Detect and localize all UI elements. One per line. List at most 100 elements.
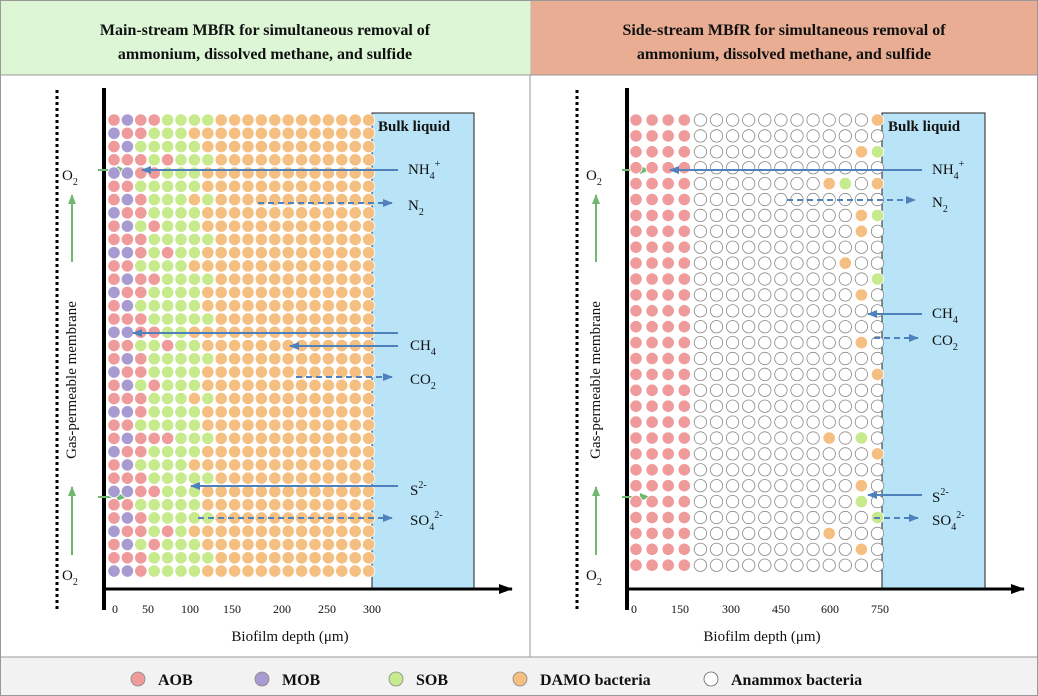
- aob-cell: [677, 208, 691, 222]
- damo-cell: [294, 232, 309, 246]
- damo-cell: [335, 431, 349, 445]
- anammox-cell: [806, 479, 820, 493]
- anammox-cell: [806, 526, 820, 541]
- damo-cell: [241, 365, 255, 379]
- anammox-cell: [758, 304, 772, 318]
- damo-cell: [241, 246, 255, 260]
- anammox-cell: [870, 558, 885, 572]
- damo-cell: [335, 405, 349, 419]
- anammox-cell: [709, 113, 724, 127]
- sob-cell: [187, 551, 201, 565]
- damo-cell: [321, 418, 335, 432]
- anammox-cell: [742, 288, 756, 302]
- aob-cell: [629, 129, 643, 143]
- legend: AOB MOB SOB DAMO bacteria Anammox bacteria: [130, 671, 862, 689]
- anammox-cell: [758, 192, 772, 207]
- anammox-cell: [709, 320, 724, 334]
- sob-cell: [187, 564, 201, 578]
- x-axis-label: Biofilm depth (μm): [703, 629, 820, 645]
- aob-cell: [134, 431, 148, 445]
- anammox-cell: [742, 240, 756, 254]
- anammox-cell: [709, 399, 724, 413]
- damo-cell: [294, 524, 309, 538]
- damo-cell: [308, 206, 322, 220]
- damo-cell: [281, 564, 295, 578]
- anammox-cell: [806, 288, 820, 302]
- anammox-cell: [822, 161, 836, 175]
- anammox-cell: [822, 383, 836, 397]
- sob-cell: [147, 445, 161, 459]
- damo-cell: [268, 219, 282, 233]
- anammox-cell: [806, 367, 820, 381]
- anammox-cell: [758, 463, 772, 477]
- aob-cell: [677, 177, 691, 191]
- damo-cell: [294, 153, 309, 167]
- anammox-cell: [693, 351, 708, 366]
- mob-cell: [120, 246, 135, 260]
- damo-cell: [308, 312, 322, 326]
- anammox-cell: [758, 224, 772, 238]
- damo-cell: [268, 484, 282, 499]
- aob-cell: [645, 383, 659, 397]
- anammox-cell: [693, 145, 708, 159]
- damo-cell: [228, 153, 242, 167]
- anammox-cell: [838, 145, 852, 159]
- damo-cell: [228, 312, 242, 326]
- x-axis-label: Biofilm depth (μm): [231, 629, 348, 645]
- anammox-cell: [822, 208, 836, 222]
- damo-cell: [308, 484, 322, 499]
- anammox-cell: [822, 494, 836, 509]
- anammox-cell: [774, 145, 788, 159]
- damo-cell: [308, 246, 322, 260]
- legend-label: AOB: [158, 672, 193, 689]
- aob-cell: [161, 153, 175, 167]
- damo-cell: [187, 259, 201, 273]
- damo-cell: [281, 113, 295, 127]
- damo-cell: [228, 405, 242, 419]
- anammox-cell: [709, 335, 724, 350]
- anammox-cell: [854, 463, 869, 477]
- damo-cell: [254, 471, 268, 485]
- damo-cell: [361, 259, 376, 273]
- nh4-label: NH4+: [408, 159, 441, 182]
- sob-cell: [147, 232, 161, 246]
- anammox-cell: [709, 288, 724, 302]
- damo-cell: [361, 272, 376, 286]
- aob-cell: [120, 391, 135, 406]
- damo-cell: [335, 484, 349, 499]
- sob-cell: [174, 338, 188, 353]
- damo-cell: [254, 126, 268, 140]
- damo-cell: [241, 179, 255, 193]
- anammox-cell: [774, 288, 788, 302]
- legend-swatch: [254, 671, 270, 687]
- anammox-cell: [709, 447, 724, 461]
- aob-cell: [134, 312, 148, 326]
- anammox-cell: [790, 415, 804, 429]
- sob-cell: [147, 192, 161, 207]
- anammox-cell: [725, 383, 740, 397]
- anammox-cell: [790, 177, 804, 191]
- damo-cell: [214, 192, 228, 207]
- damo-cell: [348, 471, 362, 485]
- damo-cell: [214, 391, 228, 406]
- aob-cell: [661, 367, 675, 381]
- damo-cell: [854, 479, 869, 493]
- mob-cell: [107, 564, 121, 578]
- sob-cell: [174, 431, 188, 445]
- sob-cell: [174, 166, 188, 180]
- anammox-cell: [854, 351, 869, 366]
- damo-cell: [214, 179, 228, 193]
- damo-cell: [348, 431, 362, 445]
- aob-cell: [120, 232, 135, 246]
- aob-cell: [120, 285, 135, 300]
- sob-cell: [161, 352, 175, 366]
- sob-cell: [187, 338, 201, 353]
- anammox-cell: [725, 526, 740, 541]
- aob-cell: [661, 288, 675, 302]
- anammox-cell: [774, 304, 788, 318]
- anammox-cell: [693, 129, 708, 143]
- x-tick-label: 150: [671, 602, 689, 616]
- anammox-cell: [725, 335, 740, 350]
- damo-cell: [321, 126, 335, 140]
- anammox-cell: [806, 272, 820, 286]
